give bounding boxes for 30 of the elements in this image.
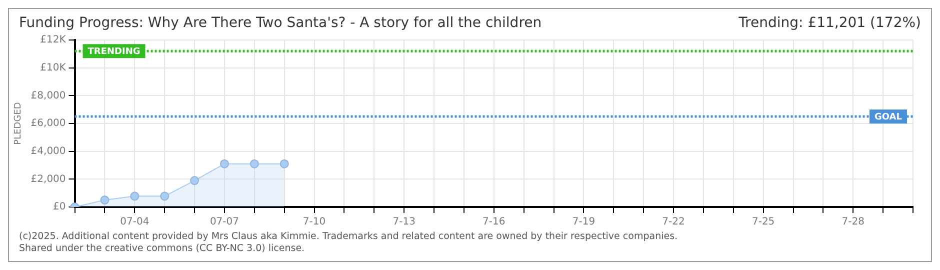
ref-line-label: TRENDING — [88, 46, 140, 57]
x-tick-label: 07-04 — [120, 216, 150, 228]
point — [160, 192, 170, 201]
chart-title: Funding Progress: Why Are There Two Santa's? - A story for all the children — [19, 15, 542, 31]
x-tick-label: 7-16 — [482, 216, 506, 228]
y-tick-label: £10K — [40, 62, 66, 74]
x-tick-label: 7-13 — [392, 216, 416, 228]
point — [190, 176, 200, 186]
y-tick-label: £8,000 — [30, 90, 66, 102]
y-tick-label: £2,000 — [30, 174, 66, 185]
x-tick-label: 7-28 — [842, 216, 864, 228]
x-tick-label: 7-19 — [572, 216, 596, 228]
y-tick-label: £12K — [40, 34, 66, 46]
y-tick-label: £4,000 — [30, 146, 66, 157]
text: Shared under the creative commons (CC BY-NC 3.0) license. — [19, 243, 306, 255]
chart-subtitle: Trending: £11,201 (172%) — [738, 15, 921, 31]
point — [220, 159, 229, 168]
point — [250, 159, 259, 168]
y-tick-label: £6,000 — [30, 118, 66, 130]
y-axis-title: PLEDGED — [14, 102, 24, 145]
point — [100, 196, 110, 205]
x-tick-label: 7-22 — [662, 216, 685, 228]
text: (c)2025. Additional content provided by Mrs Claus aka Kimmie. Trademarks and related content are owned by their respective companies. — [19, 231, 679, 243]
y-tick-label: £0 — [53, 202, 66, 213]
x-tick-label: 7-10 — [302, 216, 326, 228]
x-tick-label: 7-25 — [752, 216, 775, 228]
point — [130, 192, 140, 201]
point — [280, 159, 289, 168]
ref-line-label: GOAL — [874, 112, 902, 122]
x-tick-label: 07-07 — [210, 216, 239, 228]
